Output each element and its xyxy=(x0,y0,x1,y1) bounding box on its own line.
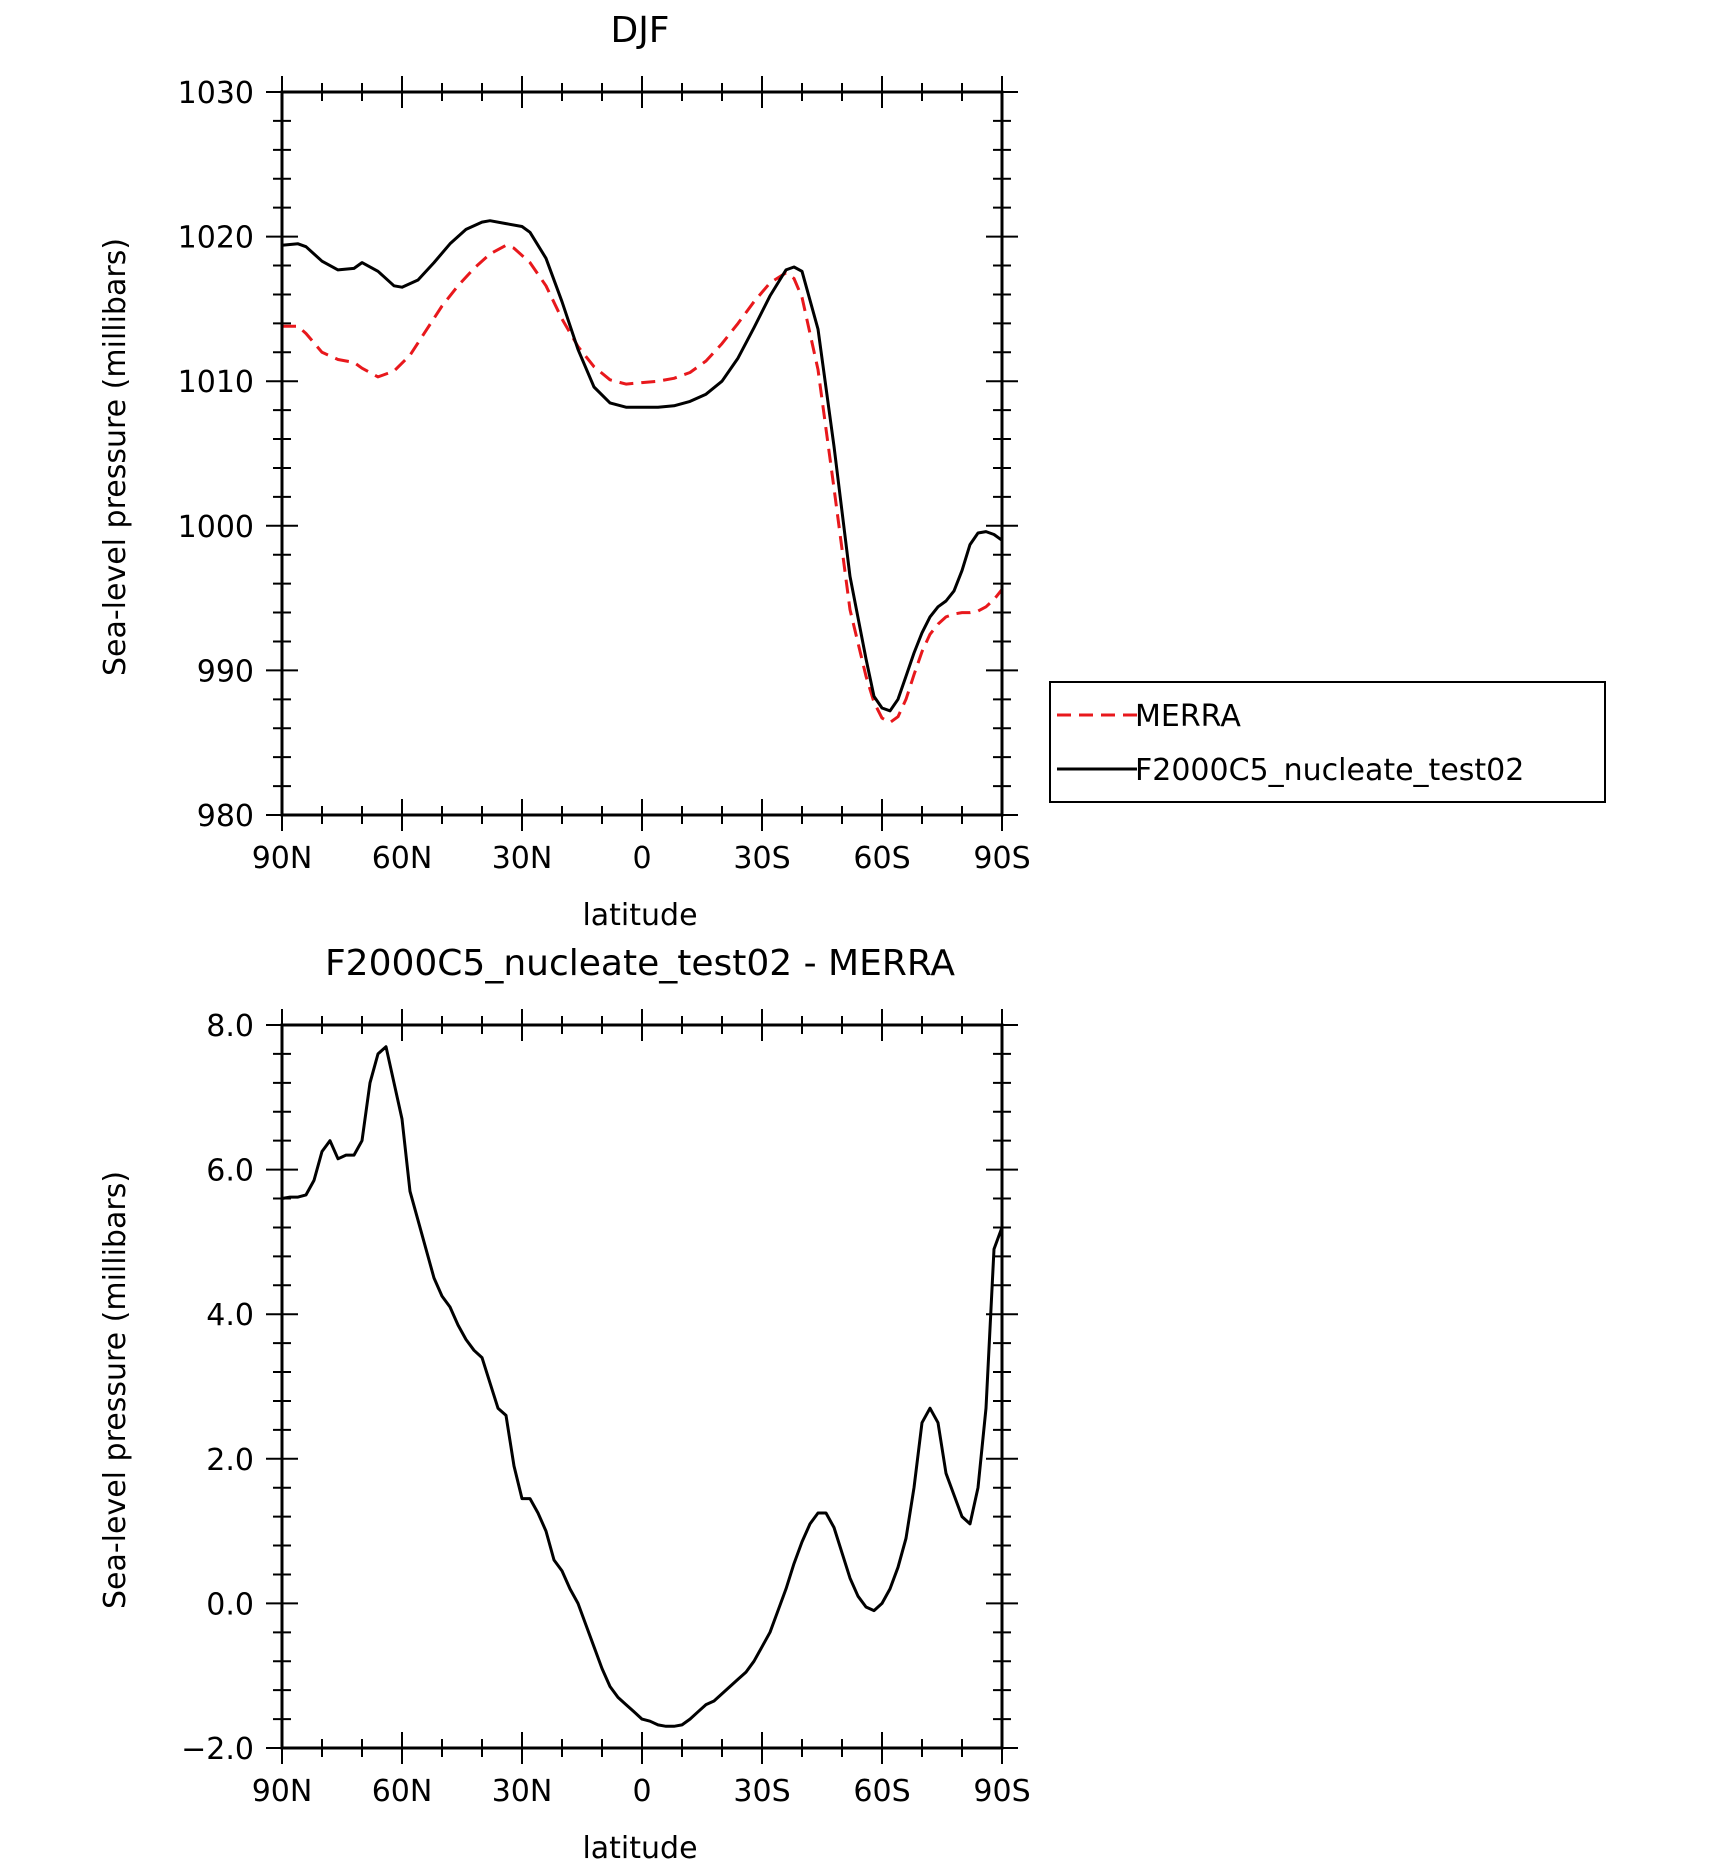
top-panel-y-tick-label: 980 xyxy=(197,799,254,834)
top-panel-series-line-f2000c5-nucleate-test02 xyxy=(281,219,1003,713)
top-panel-series xyxy=(281,219,1004,724)
bottom-panel-series xyxy=(281,1045,1004,1728)
top-panel-x-tick-label: 0 xyxy=(632,841,651,876)
bottom-panel-y-tick-label: 8.0 xyxy=(206,1009,254,1044)
bottom-panel-y-axis-label: Sea-level pressure (millibars) xyxy=(98,1171,133,1609)
top-panel-y-tick-label: 1010 xyxy=(178,365,254,400)
bottom-panel-y-tick-label: −2.0 xyxy=(181,1732,254,1767)
top-panel-x-tick-label: 90S xyxy=(973,841,1030,876)
top-panel-y-tick-label: 990 xyxy=(197,654,254,689)
top-panel: DJF Sea-level pressure (millibars) latit… xyxy=(98,10,1031,933)
bottom-panel-x-tick-label: 90N xyxy=(252,1774,313,1809)
bottom-panel-y-tick-label: 0.0 xyxy=(206,1587,254,1622)
bottom-panel: F2000C5_nucleate_test02 - MERRA Sea-leve… xyxy=(98,943,1031,1866)
top-panel-x-tick-label: 30N xyxy=(492,841,553,876)
bottom-panel-x-tick-label: 60S xyxy=(853,1774,910,1809)
bottom-panel-y-tick-label: 6.0 xyxy=(206,1154,254,1189)
legend-label-merra: MERRA xyxy=(1135,699,1241,734)
top-panel-series-line-merra xyxy=(282,243,1004,724)
top-panel-tick-labels: 90N 60N 30N 0 30S 60S 90S 980 990 1000 1010 1020 103… xyxy=(178,76,1031,876)
bottom-panel-x-tick-label: 30S xyxy=(733,1774,790,1809)
top-panel-y-axis-label: Sea-level pressure (millibars) xyxy=(98,238,133,676)
legend-box xyxy=(1049,681,1606,803)
top-panel-y-tick-label: 1000 xyxy=(178,510,254,545)
bottom-panel-x-tick-label: 30N xyxy=(492,1774,553,1809)
bottom-panel-x-axis-label: latitude xyxy=(582,1831,697,1866)
top-panel-x-tick-label: 30S xyxy=(733,841,790,876)
bottom-panel-y-tick-label: 4.0 xyxy=(206,1298,254,1333)
bottom-panel-tick-labels: 90N 60N 30N 0 30S 60S 90S −2.0 0.0 2.0 4.0 6.0 8.0 xyxy=(181,1009,1030,1809)
top-panel-x-axis-label: latitude xyxy=(582,898,697,933)
bottom-panel-series-line-diff xyxy=(281,1045,1004,1728)
bottom-panel-ticks xyxy=(266,1009,1018,1764)
top-panel-frame xyxy=(280,90,1004,817)
top-panel-x-tick-label: 60S xyxy=(853,841,910,876)
bottom-panel-x-tick-label: 90S xyxy=(973,1774,1030,1809)
top-panel-title: DJF xyxy=(610,10,669,51)
legend-label-f2000c5: F2000C5_nucleate_test02 xyxy=(1135,753,1524,788)
legend: MERRA F2000C5_nucleate_test02 xyxy=(1049,681,1606,803)
bottom-panel-frame xyxy=(280,1023,1004,1750)
bottom-panel-title: F2000C5_nucleate_test02 - MERRA xyxy=(325,943,955,984)
bottom-panel-x-tick-label: 60N xyxy=(372,1774,433,1809)
bottom-panel-x-tick-label: 0 xyxy=(632,1774,651,1809)
top-panel-y-tick-label: 1020 xyxy=(178,221,254,256)
bottom-panel-y-tick-label: 2.0 xyxy=(206,1443,254,1478)
top-panel-x-tick-label: 90N xyxy=(252,841,313,876)
top-panel-x-tick-label: 60N xyxy=(372,841,433,876)
top-panel-ticks xyxy=(266,76,1018,831)
top-panel-y-tick-label: 1030 xyxy=(178,76,254,111)
